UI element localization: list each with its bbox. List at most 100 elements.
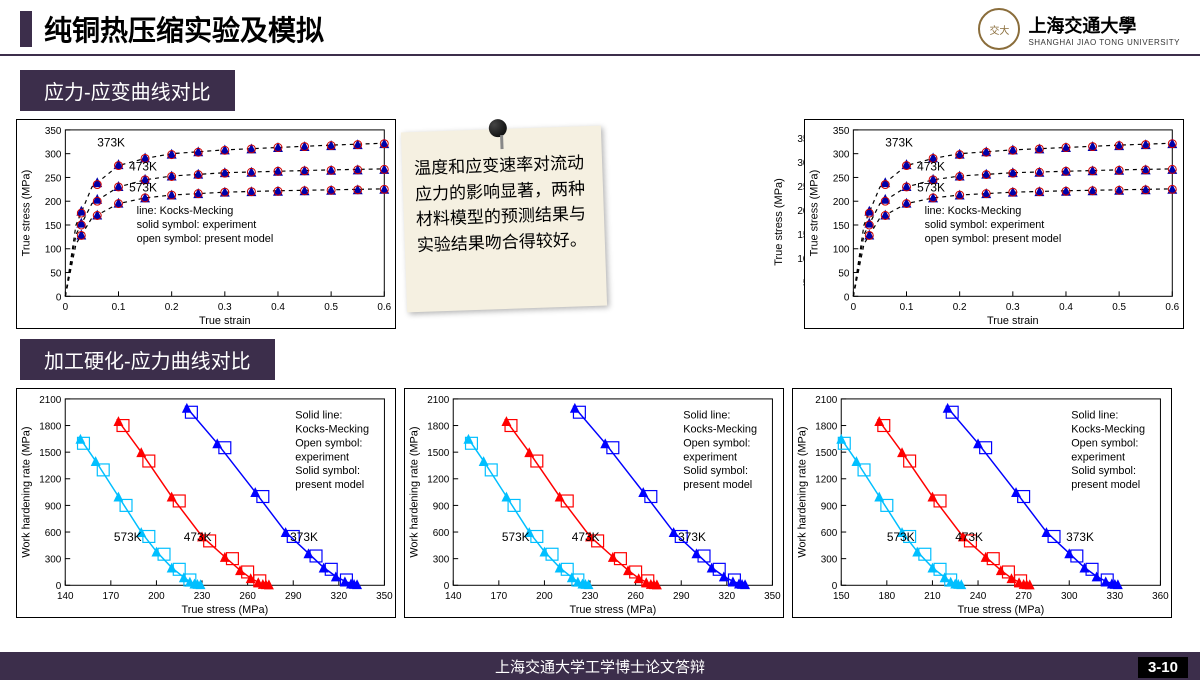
svg-text:350: 350 [376, 591, 393, 602]
svg-text:True strain: True strain [987, 315, 1039, 327]
svg-text:270: 270 [1015, 591, 1032, 602]
svg-text:0.1: 0.1 [900, 302, 914, 313]
svg-text:present model: present model [683, 479, 752, 491]
university-name-en: SHANGHAI JIAO TONG UNIVERSITY [1028, 38, 1180, 47]
stress-strain-chart-2: 00.10.20.30.40.50.6050100150200250300350… [804, 119, 1184, 329]
svg-text:Solid symbol:: Solid symbol: [295, 465, 360, 477]
svg-text:True stress (MPa): True stress (MPa) [21, 170, 33, 257]
svg-text:473K: 473K [955, 530, 983, 544]
section1-header: 应力-应变曲线对比 [20, 70, 235, 111]
svg-text:1200: 1200 [815, 475, 838, 486]
row1-charts: 00.10.20.30.40.50.6050100150200250300350… [0, 111, 1200, 333]
title-accent-bar [20, 11, 32, 47]
svg-text:350: 350 [833, 126, 850, 137]
svg-text:900: 900 [45, 501, 62, 512]
svg-text:Solid line:: Solid line: [683, 410, 730, 422]
stress-strain-chart-1: 00.10.20.30.40.50.6050100150200250300350… [16, 119, 396, 329]
svg-text:experiment: experiment [1071, 451, 1125, 463]
svg-text:290: 290 [285, 591, 302, 602]
svg-text:2100: 2100 [815, 395, 838, 406]
svg-text:140: 140 [57, 591, 74, 602]
header-divider [0, 54, 1200, 56]
svg-text:300: 300 [1061, 591, 1078, 602]
svg-text:150: 150 [833, 221, 850, 232]
svg-text:Work hardening rate (MPa): Work hardening rate (MPa) [797, 427, 809, 558]
svg-text:600: 600 [45, 528, 62, 539]
slide: 纯铜热压缩实验及模拟 交大 上海交通大學 SHANGHAI JIAO TONG … [0, 0, 1200, 680]
svg-text:open symbol: present model: open symbol: present model [137, 233, 274, 245]
svg-text:Open symbol:: Open symbol: [683, 437, 750, 449]
svg-text:1200: 1200 [427, 475, 450, 486]
svg-text:360: 360 [1152, 591, 1169, 602]
svg-text:1800: 1800 [815, 422, 838, 433]
svg-text:373K: 373K [1066, 530, 1094, 544]
svg-text:250: 250 [833, 173, 850, 184]
svg-text:473K: 473K [572, 530, 600, 544]
svg-text:experiment: experiment [683, 451, 737, 463]
svg-text:573K: 573K [129, 181, 157, 195]
svg-text:0.4: 0.4 [271, 302, 285, 313]
sticky-note: 温度和应变速率对流动应力的影响显著，两种材料模型的预测结果与实验结果吻合得较好。 [401, 126, 607, 313]
svg-text:True stress (MPa): True stress (MPa) [957, 604, 1044, 616]
svg-text:350: 350 [45, 126, 62, 137]
svg-text:300: 300 [45, 150, 62, 161]
svg-text:373K: 373K [290, 530, 318, 544]
svg-text:solid symbol: experiment: solid symbol: experiment [925, 219, 1045, 231]
svg-text:Solid line:: Solid line: [295, 410, 342, 422]
svg-text:473K: 473K [184, 530, 212, 544]
svg-text:0: 0 [832, 581, 838, 592]
svg-text:260: 260 [627, 591, 644, 602]
svg-text:50: 50 [50, 268, 62, 279]
svg-text:240: 240 [970, 591, 987, 602]
svg-text:2100: 2100 [427, 395, 450, 406]
svg-text:373K: 373K [97, 136, 125, 150]
svg-text:open symbol: present model: open symbol: present model [925, 233, 1062, 245]
hardening-chart-1: 1401702002302602903203500300600900120015… [16, 388, 396, 618]
svg-text:573K: 573K [887, 530, 915, 544]
svg-text:True stress (MPa): True stress (MPa) [181, 604, 268, 616]
svg-text:180: 180 [879, 591, 896, 602]
svg-text:100: 100 [45, 245, 62, 256]
svg-text:solid symbol: experiment: solid symbol: experiment [137, 219, 257, 231]
svg-text:Open symbol:: Open symbol: [295, 437, 362, 449]
svg-text:1500: 1500 [39, 448, 62, 459]
svg-text:0.5: 0.5 [1112, 302, 1126, 313]
svg-text:320: 320 [331, 591, 348, 602]
svg-text:present model: present model [295, 479, 364, 491]
svg-text:260: 260 [239, 591, 256, 602]
pushpin-icon [489, 119, 514, 150]
svg-text:600: 600 [821, 528, 838, 539]
svg-text:0: 0 [844, 292, 850, 303]
svg-text:Kocks-Mecking: Kocks-Mecking [295, 424, 369, 436]
svg-text:473K: 473K [917, 159, 945, 173]
hardening-chart-2: 1401702002302602903203500300600900120015… [404, 388, 784, 618]
svg-text:0.2: 0.2 [953, 302, 967, 313]
svg-text:2100: 2100 [39, 395, 62, 406]
svg-text:350: 350 [764, 591, 781, 602]
svg-text:True stress (MPa): True stress (MPa) [773, 178, 785, 266]
svg-text:230: 230 [194, 591, 211, 602]
footer-text: 上海交通大学工学博士论文答辩 [495, 656, 705, 677]
svg-text:330: 330 [1107, 591, 1124, 602]
svg-text:1800: 1800 [427, 422, 450, 433]
svg-text:Open symbol:: Open symbol: [1071, 437, 1138, 449]
footer-bar: 上海交通大学工学博士论文答辩 [0, 652, 1200, 680]
svg-text:200: 200 [833, 197, 850, 208]
svg-text:290: 290 [673, 591, 690, 602]
svg-text:0.1: 0.1 [112, 302, 126, 313]
university-name-cn: 上海交通大學 [1028, 12, 1180, 38]
svg-text:230: 230 [582, 591, 599, 602]
svg-text:line: Kocks-Mecking: line: Kocks-Mecking [137, 205, 234, 217]
svg-text:320: 320 [719, 591, 736, 602]
svg-text:373K: 373K [885, 136, 913, 150]
svg-text:473K: 473K [129, 159, 157, 173]
svg-text:300: 300 [821, 555, 838, 566]
slide-title: 纯铜热压缩实验及模拟 [44, 9, 324, 49]
svg-text:300: 300 [433, 555, 450, 566]
svg-text:0: 0 [444, 581, 450, 592]
svg-text:experiment: experiment [295, 451, 349, 463]
svg-text:True stress (MPa): True stress (MPa) [569, 604, 656, 616]
header: 纯铜热压缩实验及模拟 交大 上海交通大學 SHANGHAI JIAO TONG … [0, 0, 1200, 54]
svg-text:150: 150 [833, 591, 850, 602]
hardening-chart-3: 1501802102402703003303600300600900120015… [792, 388, 1172, 618]
